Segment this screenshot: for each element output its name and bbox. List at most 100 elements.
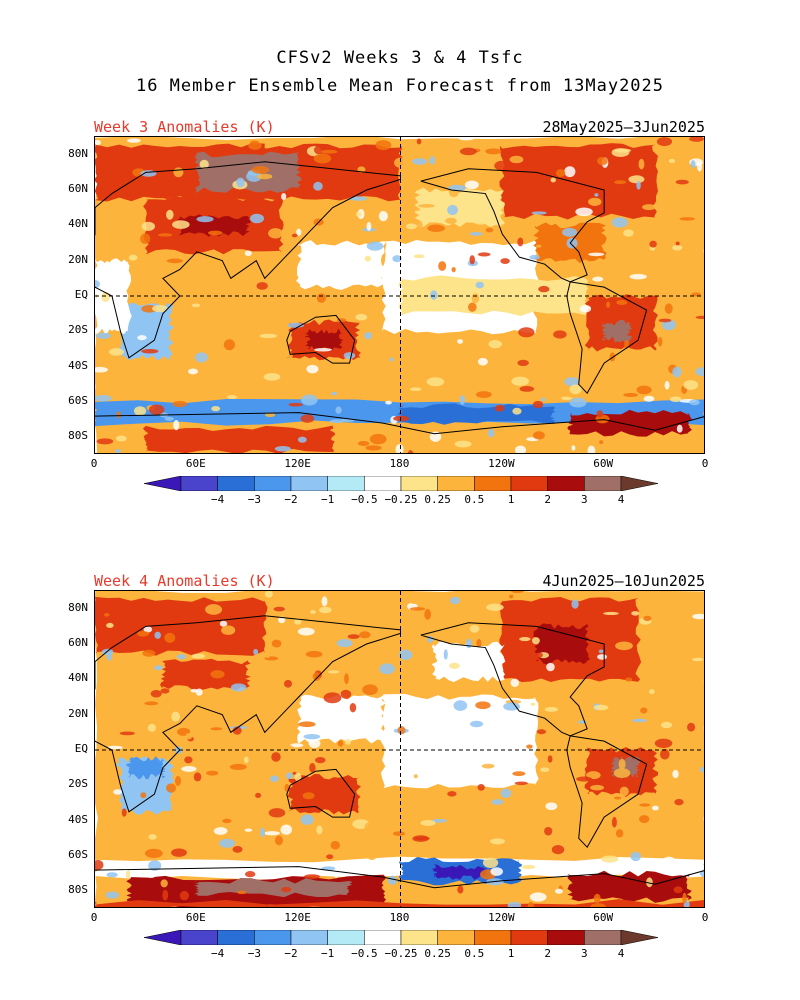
colorbar-tick-label: 1 xyxy=(507,493,515,506)
anomaly-speckle xyxy=(349,703,357,713)
anomaly-speckle xyxy=(145,871,157,879)
anomaly-speckle xyxy=(674,798,684,806)
anomaly-speckle xyxy=(593,893,601,904)
figure-title: CFSv2 Weeks 3 & 4 Tsfc xyxy=(276,48,524,68)
anomaly-speckle xyxy=(509,594,514,599)
anomaly-speckle xyxy=(302,792,315,800)
anomaly-speckle xyxy=(154,665,163,671)
anomaly-speckle xyxy=(533,431,545,440)
anomaly-speckle xyxy=(166,258,183,264)
anomaly-speckle xyxy=(459,395,466,405)
anomaly-speckle xyxy=(555,169,566,177)
lat-tick-label: EQ xyxy=(74,742,88,755)
anomaly-speckle xyxy=(618,758,626,770)
anomaly-speckle xyxy=(686,282,693,291)
anomaly-speckle xyxy=(278,616,286,624)
anomaly-speckle xyxy=(599,440,604,445)
anomaly-speckle xyxy=(560,396,573,400)
anomaly-speckle xyxy=(249,213,265,224)
coastline xyxy=(420,622,605,737)
anomaly-speckle xyxy=(695,315,704,319)
anomaly-speckle xyxy=(106,745,123,750)
lon-tick-label: 0 xyxy=(701,911,709,924)
anomaly-speckle xyxy=(689,399,700,406)
anomaly-speckle xyxy=(447,791,457,797)
anomaly-speckle xyxy=(296,228,302,236)
anomaly-speckle xyxy=(424,608,432,620)
anomaly-speckle xyxy=(486,603,504,611)
anomaly-speckle xyxy=(300,394,318,406)
anomaly-speckle xyxy=(128,254,138,261)
anomaly-speckle xyxy=(243,756,249,764)
anomaly-speckle xyxy=(330,419,344,424)
anomaly-speckle xyxy=(481,763,495,769)
anomaly-speckle xyxy=(629,273,647,280)
lon-tick-label: 180 xyxy=(389,457,410,470)
anomaly-speckle xyxy=(328,670,340,674)
anomaly-region xyxy=(297,694,387,744)
anomaly-speckle xyxy=(683,380,699,390)
lon-tick-label: 120E xyxy=(284,457,311,470)
anomaly-speckle xyxy=(469,255,475,265)
anomaly-speckle xyxy=(269,775,279,782)
anomaly-speckle xyxy=(564,166,576,178)
lon-tick-label: 60W xyxy=(593,457,614,470)
coastline xyxy=(420,168,605,283)
anomaly-speckle xyxy=(623,834,629,843)
anomaly-speckle xyxy=(427,224,445,233)
anomaly-speckle xyxy=(571,599,579,609)
anomaly-speckle xyxy=(256,282,268,290)
anomaly-speckle xyxy=(331,391,338,396)
anomaly-speckle xyxy=(367,853,377,861)
colorbar-tick-label: −0.25 xyxy=(384,493,418,506)
anomaly-speckle xyxy=(646,877,653,888)
map-week4 xyxy=(94,590,705,908)
anomaly-speckle xyxy=(659,805,668,812)
anomaly-speckle xyxy=(95,280,101,289)
anomaly-speckle xyxy=(362,684,378,696)
anomaly-speckle xyxy=(300,414,315,423)
anomaly-speckle xyxy=(536,729,547,735)
anomaly-speckle xyxy=(431,818,447,823)
anomaly-speckle xyxy=(378,210,388,222)
anomaly-speckle xyxy=(227,694,246,700)
colorbar-tick-label: 0.25 xyxy=(424,493,451,506)
anomaly-speckle xyxy=(660,630,674,634)
anomaly-speckle xyxy=(316,293,326,303)
anomaly-speckle xyxy=(116,762,121,767)
anomaly-speckle xyxy=(588,197,602,206)
anomaly-speckle xyxy=(295,327,302,335)
anomaly-speckle xyxy=(306,364,319,374)
anomaly-speckle xyxy=(566,237,578,249)
anomaly-speckle xyxy=(615,829,624,838)
anomaly-speckle xyxy=(318,606,332,614)
anomaly-speckle xyxy=(264,831,280,836)
anomaly-speckle xyxy=(628,238,635,242)
anomaly-speckle xyxy=(316,825,323,835)
anomaly-speckle xyxy=(664,303,673,314)
anomaly-speckle xyxy=(638,158,645,170)
colorbar-segment xyxy=(143,929,182,946)
colorbar-week4 xyxy=(143,929,659,946)
anomaly-speckle xyxy=(628,175,645,184)
anomaly-speckle xyxy=(477,784,485,791)
anomaly-speckle xyxy=(313,153,332,164)
anomaly-speckle xyxy=(288,402,303,407)
anomaly-speckle xyxy=(405,223,418,230)
anomaly-region xyxy=(95,399,704,427)
anomaly-speckle xyxy=(95,139,101,146)
anomaly-speckle xyxy=(636,385,652,395)
colorbar-segment xyxy=(254,475,292,492)
anomaly-speckle xyxy=(310,610,316,614)
anomaly-speckle xyxy=(693,712,704,719)
anomaly-speckle xyxy=(554,888,563,894)
anomaly-speckle xyxy=(347,634,360,639)
coastline xyxy=(566,735,648,848)
anomaly-speckle xyxy=(657,336,663,347)
anomaly-speckle xyxy=(409,607,426,611)
anomaly-speckle xyxy=(412,207,421,212)
coastline xyxy=(95,161,401,359)
anomaly-speckle xyxy=(500,258,510,265)
anomaly-speckle xyxy=(113,789,123,795)
colorbar-segment xyxy=(510,929,548,946)
